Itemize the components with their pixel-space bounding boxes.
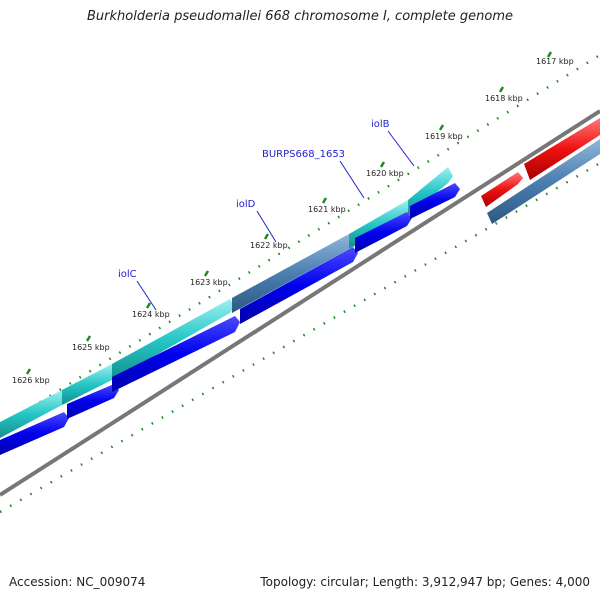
cds-arrow[interactable] xyxy=(410,183,460,219)
tick-label: 1621 kbp xyxy=(308,205,346,214)
tick-label: 1618 kbp xyxy=(485,94,523,103)
gene-label[interactable]: iolB xyxy=(371,119,390,130)
tick-label: 1622 kbp xyxy=(250,241,288,250)
tick-label: 1617 kbp xyxy=(536,57,574,66)
tick-label: 1625 kbp xyxy=(72,343,110,352)
gene-band[interactable] xyxy=(112,299,235,380)
tick-label: 1623 kbp xyxy=(190,278,228,287)
outer-tick-row xyxy=(0,53,600,429)
cds-arrow[interactable] xyxy=(112,316,240,392)
scale-ticks: 1617 kbp 1618 kbp 1619 kbp 1620 kbp 1621 kbp… xyxy=(12,51,574,385)
major-tick xyxy=(203,270,210,277)
major-tick xyxy=(145,302,152,309)
major-tick xyxy=(546,51,553,58)
accession-text: Accession: NC_009074 xyxy=(9,575,146,589)
tick-label: 1626 kbp xyxy=(12,376,50,385)
tick-label: 1624 kbp xyxy=(132,310,170,319)
gene-label[interactable]: iolD xyxy=(236,199,256,210)
gene-band[interactable] xyxy=(0,390,62,438)
cds-arrow[interactable] xyxy=(240,247,358,324)
gene-leader-line xyxy=(387,130,415,167)
gene-leader-line xyxy=(136,280,157,311)
map-title: Burkholderia pseudomallei 668 chromosome… xyxy=(86,9,514,24)
gene-label[interactable]: BURPS668_1653 xyxy=(262,149,345,160)
major-tick xyxy=(379,161,386,168)
cds-row xyxy=(0,183,460,455)
tick-label: 1619 kbp xyxy=(425,132,463,141)
gene-red[interactable] xyxy=(524,118,600,180)
gene-band[interactable] xyxy=(62,364,112,405)
major-tick xyxy=(25,368,32,375)
tick-label: 1620 kbp xyxy=(366,169,404,178)
major-tick xyxy=(263,233,270,240)
gene-track xyxy=(0,118,600,455)
gene-label[interactable]: iolC xyxy=(118,269,137,280)
major-tick xyxy=(438,124,445,131)
gene-band[interactable] xyxy=(232,234,349,313)
gene-band-row xyxy=(0,167,453,438)
cds-arrow[interactable] xyxy=(67,384,119,419)
red-gene-row xyxy=(481,118,600,207)
gene-leader-line xyxy=(256,210,277,243)
cds-arrow[interactable] xyxy=(0,412,69,455)
gene-labels: iolB BURPS668_1653 iolD iolC xyxy=(118,119,415,311)
gene-steel-right[interactable] xyxy=(487,139,600,224)
major-tick xyxy=(85,335,92,342)
cds-arrow[interactable] xyxy=(355,212,412,253)
topology-text: Topology: circular; Length: 3,912,947 bp… xyxy=(260,575,590,589)
gene-leader-line xyxy=(339,160,365,199)
major-tick xyxy=(498,86,505,93)
backbone-line xyxy=(0,109,600,497)
major-tick xyxy=(321,197,328,204)
gene-red[interactable] xyxy=(481,172,523,207)
